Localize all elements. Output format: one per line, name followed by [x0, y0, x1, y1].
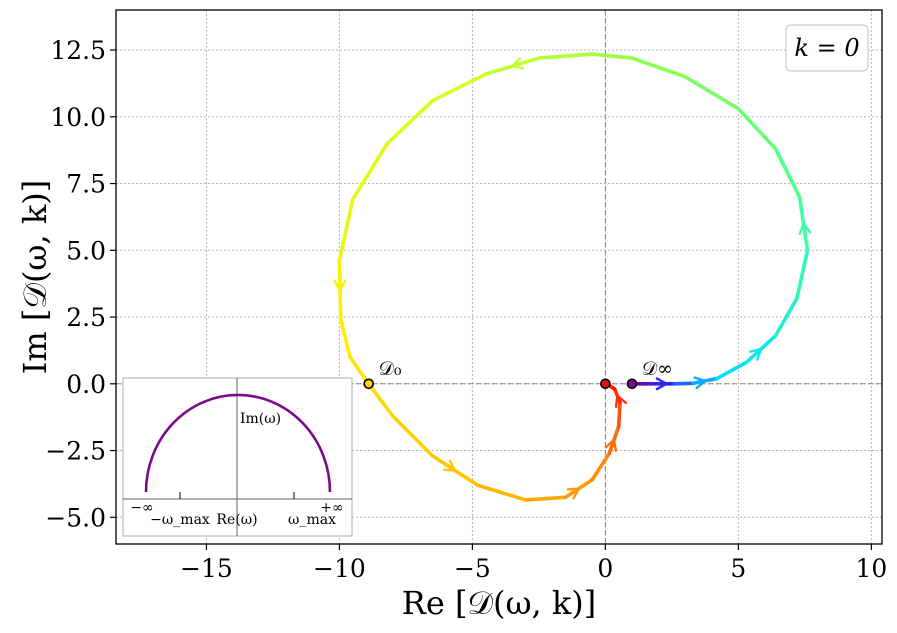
curve-segment-5: [715, 360, 749, 381]
curve-segment-25: [390, 414, 435, 458]
y-tick-label-4: 5.0: [66, 236, 106, 265]
curve-segment-27: [475, 483, 528, 502]
y-tick-label-3: 2.5: [66, 303, 106, 332]
direction-arrow-5: [566, 487, 581, 500]
direction-arrow-6: [604, 437, 618, 452]
inset-re-label: Re(ω): [216, 512, 257, 528]
direction-arrow-3: [333, 279, 347, 293]
x-tick-label-5: 10: [855, 554, 887, 583]
marker-2: [626, 378, 638, 390]
curve-segment-24: [366, 381, 395, 418]
x-ticks: −15 −10 −5 0 5 10: [180, 544, 887, 583]
curve-segment-14: [590, 52, 634, 60]
legend-label: k = 0: [794, 34, 859, 62]
x-tick-label-0: −15: [180, 554, 233, 583]
inset-pos-inf-label: +∞: [320, 500, 343, 516]
direction-arrow-7: [614, 393, 628, 408]
curve-segment-17: [430, 72, 488, 103]
curve-segment-28: [523, 495, 568, 502]
y-tick-label-5: 7.5: [66, 170, 106, 199]
inset-semicircle: [144, 393, 332, 493]
annotation-0: 𝒟₀: [379, 358, 402, 380]
curve-segment-23: [348, 355, 371, 386]
x-tick-label-1: −10: [313, 554, 366, 583]
x-tick-label-4: 5: [730, 554, 746, 583]
x-tick-label-3: 0: [597, 554, 613, 583]
curve-segment-19: [350, 141, 390, 202]
legend: k = 0: [785, 24, 869, 72]
curve-segment-3: [672, 381, 695, 386]
curve-segment-15: [537, 52, 594, 60]
direction-arrow-9: [693, 376, 708, 390]
x-axis-label: Re [𝒟(ω, k)]: [402, 584, 597, 622]
inset-im-label: Im(ω): [240, 411, 281, 427]
inset-neg-omega-max-label: −ω_max: [150, 512, 210, 528]
curve-segment-18: [385, 98, 435, 146]
legend-box: [785, 24, 869, 72]
direction-arrows: [333, 57, 812, 500]
direction-arrow-1: [798, 221, 812, 236]
y-tick-label-7: 12.5: [50, 36, 106, 65]
inset-contour-diagram: Im(ω) Re(ω) −∞ +∞ −ω_max ω_max: [122, 377, 353, 537]
marker-1: [600, 378, 611, 390]
curve-segment-12: [683, 74, 741, 111]
x-tick-label-2: −5: [454, 554, 491, 583]
annotation-1: 𝒟∞: [642, 358, 673, 380]
annotations: 𝒟₀ 𝒟∞: [379, 358, 673, 380]
curve-segment-22: [338, 317, 352, 359]
marker-0: [363, 378, 374, 390]
curve-segment-20: [337, 197, 355, 263]
curve-segment-11: [736, 106, 778, 151]
inset-neg-inf-label: −∞: [130, 500, 153, 516]
curve-segment-32: [616, 400, 622, 429]
point-markers: [363, 378, 638, 390]
plot-frame: [115, 9, 883, 545]
y-tick-label-2: 0.0: [66, 370, 106, 399]
direction-arrow-4: [442, 459, 458, 472]
curve-segment-10: [773, 147, 802, 199]
direction-arrow-8: [655, 377, 670, 391]
y-axis-label: Im [𝒟(ω, k)]: [16, 180, 54, 374]
nyquist-curve: [337, 52, 810, 502]
curve-segment-13: [630, 56, 687, 79]
y-ticks: −5.0 −2.5 0.0 2.5 5.0 7.5 10.0 12.5: [45, 36, 116, 532]
inset-omega-max-label: ω_max: [288, 512, 336, 528]
direction-arrow-0: [749, 347, 763, 361]
curve-segment-30: [590, 451, 612, 482]
y-tick-label-0: −5.0: [45, 503, 106, 532]
direction-arrow-2: [509, 57, 525, 70]
curve-segment-7: [773, 296, 799, 338]
curve-segment-8: [795, 248, 810, 301]
y-tick-label-1: −2.5: [45, 437, 106, 466]
y-tick-label-6: 10.0: [50, 103, 106, 132]
